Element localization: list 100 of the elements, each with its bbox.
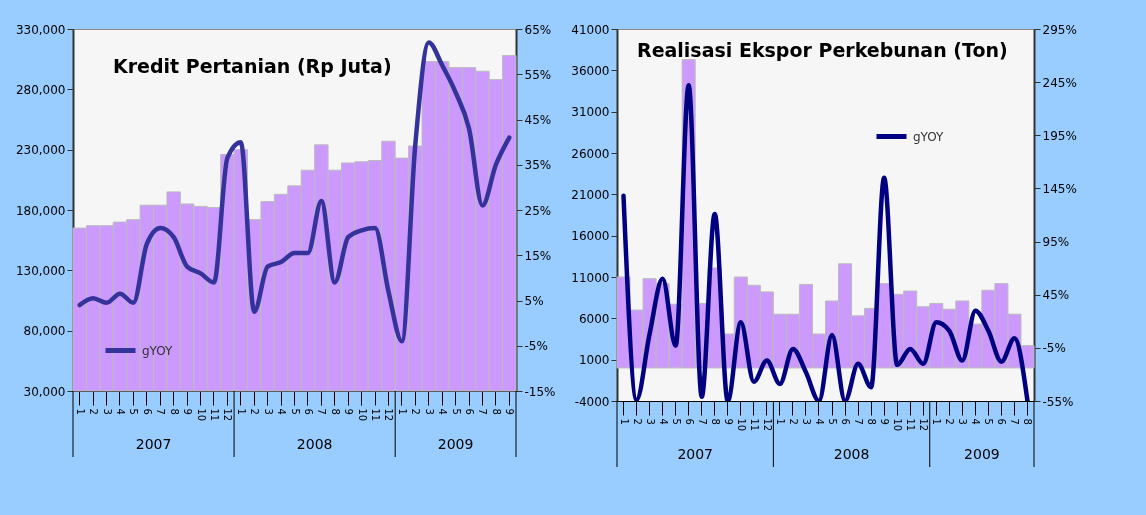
line-series [77, 40, 512, 344]
x-tick-label: 6 [683, 418, 695, 425]
x-tick-label: 1 [774, 418, 786, 425]
y-tick-label: 80,000 [23, 324, 66, 339]
x-tick-label: 8 [1022, 418, 1034, 425]
y-tick-label: -4000 [574, 394, 610, 409]
x-tick-label: 6 [302, 408, 314, 415]
y-tick-label: 41000 [571, 22, 610, 37]
x-tick-label: 9 [879, 418, 891, 425]
y-tick-label: 16000 [571, 229, 610, 244]
x-tick-label: 4 [276, 408, 288, 415]
text: Realisasi Ekspor Perkebunan (Ton) [637, 39, 1008, 61]
x-tick-label: 6 [996, 418, 1008, 425]
x-tick-label: 11 [370, 408, 382, 422]
x-tick-label: 11 [748, 418, 760, 432]
x-tick-label: 2 [88, 408, 100, 415]
x-tick-label: 4 [970, 418, 982, 425]
x-tick-label: 3 [957, 418, 969, 425]
y-tick-label: 21000 [571, 187, 610, 202]
x-tick-label: 8 [490, 408, 502, 415]
y2-tick-label: 45% [524, 113, 552, 127]
x-tick-label: 1 [931, 418, 943, 425]
x-tick-label: 7 [477, 408, 489, 415]
x-tick-label: 3 [800, 418, 812, 425]
y2-tick-label: 195% [1042, 128, 1077, 143]
y-tick-label: 11000 [571, 270, 610, 285]
x-tick-label: 1 [235, 408, 247, 415]
x-tick-label: 5 [983, 418, 995, 425]
y-tick-label: 280,000 [15, 82, 66, 97]
y2-tick-label: -15% [524, 384, 556, 399]
text: 2008 [296, 436, 333, 452]
x-tick-label: 7 [853, 418, 865, 425]
x-tick-label: 7 [696, 418, 708, 425]
x-tick-label: 10 [356, 408, 368, 422]
x-tick-label: 9 [722, 418, 734, 425]
y2-tick-label: -55% [1042, 394, 1074, 409]
x-tick-label: 7 [316, 408, 328, 415]
x-tick-label: 3 [423, 408, 435, 415]
y2-tick-label: 145% [1042, 181, 1077, 196]
x-tick-label: 10 [195, 408, 207, 422]
x-tick-label: 2 [249, 408, 261, 415]
text: 2007 [677, 446, 714, 462]
y-tick-label: 26000 [571, 146, 610, 161]
x-tick-label: 8 [866, 418, 878, 425]
y2-tick-label: 35% [524, 158, 552, 173]
x-tick-label: 1 [618, 418, 630, 425]
x-tick-label: 7 [155, 408, 167, 415]
y2-tick-label: 245% [1042, 75, 1077, 90]
line-series [621, 83, 1030, 401]
text: 2007 [135, 436, 172, 452]
legend-label: gYOY [913, 129, 945, 144]
x-tick-label: 2 [410, 408, 422, 415]
x-tick-label: 5 [289, 408, 301, 415]
x-tick-label: 2 [944, 418, 956, 425]
x-tick-label: 10 [735, 418, 747, 432]
x-tick-label: 12 [222, 408, 234, 422]
legend-label: gYOY [142, 343, 174, 358]
y-tick-label: 180,000 [15, 203, 66, 218]
y-tick-label: 36000 [571, 63, 610, 78]
text: 2009 [964, 446, 1000, 462]
y2-tick-label: 5% [524, 294, 544, 308]
x-tick-label: 9 [504, 408, 516, 415]
x-tick-label: 5 [128, 408, 140, 415]
x-tick-label: 1 [74, 408, 86, 415]
y-tick-label: 31000 [571, 105, 610, 120]
x-tick-label: 10 [892, 418, 904, 432]
x-tick-label: 4 [114, 408, 126, 415]
x-tick-label: 7 [1009, 418, 1021, 425]
x-tick-label: 8 [329, 408, 341, 415]
y2-tick-label: 25% [524, 203, 552, 218]
y-tick-label: 230,000 [15, 143, 66, 158]
x-tick-label: 4 [437, 408, 449, 415]
x-tick-label: 3 [101, 408, 113, 415]
x-tick-label: 6 [464, 408, 476, 415]
x-tick-label: 2 [787, 418, 799, 425]
y2-tick-label: 65% [524, 22, 552, 37]
text: Kredit Pertanian (Rp Juta) [113, 55, 392, 77]
y2-tick-label: 95% [1042, 235, 1070, 250]
y2-tick-label: -5% [1042, 341, 1066, 356]
x-tick-label: 5 [827, 418, 839, 425]
x-tick-label: 5 [450, 408, 462, 415]
x-tick-label: 4 [813, 418, 825, 425]
y-tick-label: 330,000 [15, 22, 66, 37]
x-tick-label: 8 [709, 418, 721, 425]
text: 2008 [833, 446, 870, 462]
x-tick-label: 9 [343, 408, 355, 415]
x-tick-label: 11 [208, 408, 220, 422]
x-tick-label: 3 [644, 418, 656, 425]
y2-tick-label: 295% [1042, 22, 1077, 37]
y-tick-label: 130,000 [15, 263, 66, 278]
x-tick-label: 12 [918, 418, 930, 432]
y2-tick-label: 45% [1042, 288, 1070, 303]
y-tick-label: 1000 [578, 353, 610, 368]
y-tick-label: 6000 [578, 311, 610, 326]
x-tick-label: 12 [761, 418, 773, 432]
text: 2009 [437, 436, 474, 452]
y2-tick-label: 15% [524, 248, 552, 263]
y2-tick-label: 55% [524, 67, 552, 82]
x-tick-label: 11 [905, 418, 917, 432]
x-tick-label: 4 [657, 418, 669, 425]
